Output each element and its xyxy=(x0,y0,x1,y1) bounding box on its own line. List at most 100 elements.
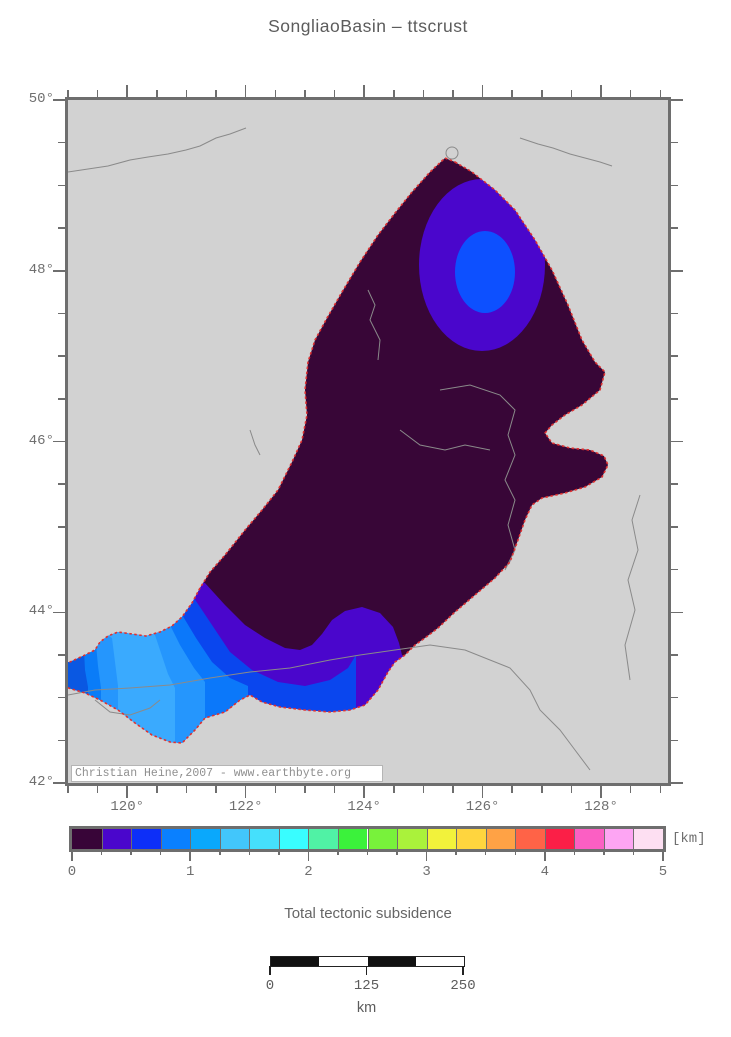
axis-tick xyxy=(53,270,65,272)
axis-tick xyxy=(58,739,65,742)
river-line xyxy=(439,384,516,571)
colorbar-separator xyxy=(131,829,133,849)
colorbar-tick xyxy=(337,849,339,855)
river-line xyxy=(624,494,641,681)
axis-tick xyxy=(671,99,683,101)
colorbar-separator xyxy=(544,829,546,849)
colorbar-segment xyxy=(131,829,161,849)
scalebar-unit-label: km xyxy=(356,1000,377,1016)
colorbar-segment xyxy=(456,829,486,849)
axis-tick xyxy=(304,786,306,793)
axis-tick xyxy=(671,312,678,315)
colorbar-separator xyxy=(367,829,369,849)
colorbar-tick xyxy=(484,849,487,855)
lon-tick-label: 120° xyxy=(110,799,145,815)
axis-tick xyxy=(671,483,678,485)
axis-tick xyxy=(671,782,683,784)
axis-tick xyxy=(58,312,65,315)
colorbar-segment xyxy=(101,829,132,849)
colorbar-segment xyxy=(367,829,398,849)
colorbar-tick xyxy=(130,849,132,855)
colorbar-tick xyxy=(455,849,457,855)
scalebar-label: 0 xyxy=(265,978,275,994)
axis-tick xyxy=(58,696,65,699)
colorbar-tick xyxy=(366,849,369,855)
colorbar-segment xyxy=(574,829,604,849)
colorbar-separator xyxy=(337,829,339,849)
colorbar-tick-label: 3 xyxy=(422,864,431,880)
axis-tick xyxy=(244,786,247,798)
axis-tick xyxy=(53,99,65,101)
colorbar-segment xyxy=(633,829,663,849)
axis-tick xyxy=(671,739,678,742)
axis-tick xyxy=(659,786,662,793)
axis-tick xyxy=(671,398,678,400)
colorbar-separator xyxy=(515,829,517,849)
axis-tick xyxy=(304,90,306,97)
colorbar-tick xyxy=(632,849,635,855)
colorbar-tick-label: 0 xyxy=(67,864,77,880)
colorbar-tick xyxy=(159,849,162,855)
river-line xyxy=(399,429,491,451)
colorbar-tick xyxy=(603,849,605,855)
colorbar-segment xyxy=(337,829,368,849)
axis-tick xyxy=(53,440,65,443)
river-line xyxy=(94,699,161,716)
river-line xyxy=(68,644,591,771)
axis-tick xyxy=(53,782,65,784)
axis-tick xyxy=(67,786,69,793)
axis-tick xyxy=(671,696,678,699)
axis-tick xyxy=(274,786,277,793)
axis-tick xyxy=(333,786,336,793)
axis-tick xyxy=(53,611,65,613)
axis-tick xyxy=(671,184,678,187)
axis-tick xyxy=(67,90,69,97)
axis-tick xyxy=(452,786,454,793)
axis-tick xyxy=(541,90,543,97)
axis-tick xyxy=(671,440,683,443)
rivers xyxy=(68,127,641,771)
axis-tick xyxy=(659,90,662,97)
axis-tick xyxy=(671,141,678,144)
axis-tick xyxy=(96,786,99,793)
axis-tick xyxy=(600,786,602,798)
axis-tick xyxy=(58,141,65,144)
axis-tick xyxy=(58,184,65,187)
scalebar-tick xyxy=(462,966,464,975)
axis-tick xyxy=(393,786,395,793)
colorbar-tick xyxy=(100,849,103,855)
ne-depocenter-core xyxy=(455,231,515,313)
lat-tick-label: 44° xyxy=(28,603,54,620)
scalebar-segment xyxy=(367,957,416,966)
axis-tick xyxy=(185,786,188,793)
axis-tick xyxy=(333,90,336,97)
river-line xyxy=(367,289,381,361)
axis-tick xyxy=(126,786,128,798)
colorbar-tick xyxy=(396,849,398,855)
colorbar-segment xyxy=(603,829,634,849)
colorbar-separator xyxy=(426,829,428,849)
colorbar-segment xyxy=(160,829,191,849)
colorbar-tick xyxy=(662,849,664,861)
axis-tick xyxy=(363,786,365,798)
axis-tick xyxy=(570,90,573,97)
colorbar-segment xyxy=(249,829,279,849)
colorbar-tick-label: 5 xyxy=(658,864,668,880)
lat-tick-label: 42° xyxy=(28,774,54,790)
colorbar-tick xyxy=(278,849,280,855)
axis-tick xyxy=(393,90,395,97)
scalebar-segment xyxy=(271,957,320,966)
colorbar-separator xyxy=(574,829,576,849)
scalebar-segment xyxy=(319,957,368,966)
axis-tick xyxy=(58,483,65,485)
axis-tick xyxy=(481,85,484,97)
colorbar-tick-label: 2 xyxy=(304,864,313,880)
axis-tick xyxy=(215,786,217,793)
scalebar-tick xyxy=(269,966,271,975)
axis-tick xyxy=(671,654,678,656)
axis-tick xyxy=(671,355,678,357)
lon-tick-label: 124° xyxy=(347,799,381,815)
lat-tick-label: 50° xyxy=(28,91,54,107)
colorbar xyxy=(69,826,666,852)
axis-tick xyxy=(363,85,365,97)
